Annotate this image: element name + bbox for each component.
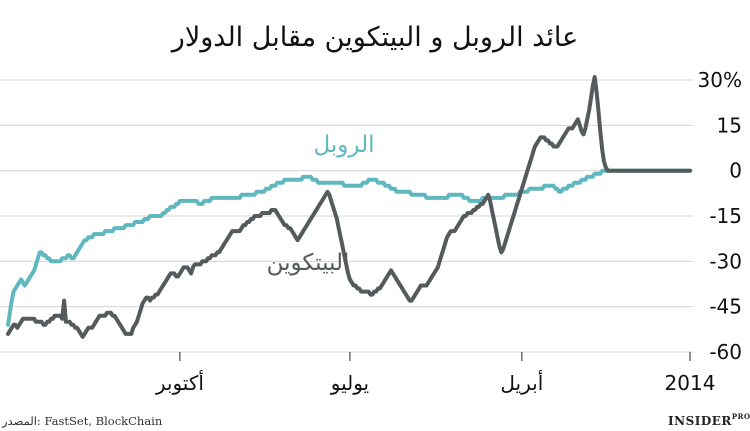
series-lines bbox=[6, 75, 692, 339]
source-note: المصدر: FastSet, BlockChain bbox=[1, 414, 163, 428]
brand-name: INSIDER bbox=[668, 414, 732, 428]
y-tick-label: -45 bbox=[709, 295, 742, 319]
chart-title: عائد الروبل و البيتكوين مقابل الدولار bbox=[170, 22, 578, 53]
series-label-ruble: الروبل bbox=[313, 132, 374, 158]
y-tick-label: -15 bbox=[709, 204, 742, 228]
y-tick-label: 30% bbox=[698, 68, 742, 92]
y-tick-label: 0 bbox=[729, 159, 742, 183]
x-tick-label: 2014 bbox=[665, 371, 716, 395]
series-label-bitcoin: البيتكوين bbox=[267, 250, 350, 276]
y-tick-label: -30 bbox=[709, 249, 742, 273]
y-tick-label: -60 bbox=[709, 340, 742, 364]
y-axis-tick-labels: 30% 15 0 -15 -30 -45 -60 bbox=[698, 68, 742, 364]
series-line-bitcoin bbox=[6, 75, 692, 339]
x-tick-label: أكتوبر bbox=[155, 370, 204, 395]
series-line-ruble bbox=[6, 168, 692, 327]
y-tick-label: 15 bbox=[717, 113, 742, 137]
x-axis-ticks: أكتوبر يوليو أبريل 2014 bbox=[155, 352, 716, 395]
brand-sup: PRO bbox=[732, 412, 750, 421]
brand-logo: INSIDERPRO bbox=[668, 412, 750, 428]
x-tick-label: أبريل bbox=[500, 370, 543, 395]
x-tick-label: يوليو bbox=[330, 371, 369, 395]
grid-lines bbox=[0, 79, 694, 353]
